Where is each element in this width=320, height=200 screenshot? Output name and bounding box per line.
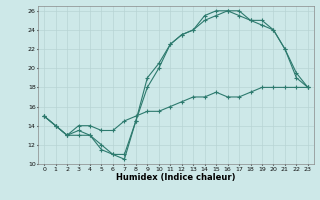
X-axis label: Humidex (Indice chaleur): Humidex (Indice chaleur) — [116, 173, 236, 182]
